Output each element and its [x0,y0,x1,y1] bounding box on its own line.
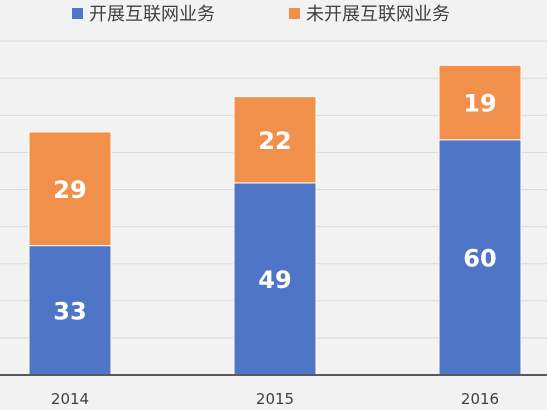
legend-swatch-series-2 [289,8,300,19]
bar-segment-2016-series-2 [438,64,522,141]
data-labels: 33 29 49 22 60 19 [53,90,496,326]
legend-label-series-1: 开展互联网业务 [89,4,215,25]
legend: 开展互联网业务 未开展互联网业务 [72,4,450,25]
data-label-2015-series-2: 22 [258,127,291,155]
data-label-2016-series-1: 60 [463,244,496,272]
legend-label-series-2: 未开展互联网业务 [306,4,450,25]
bar-segment-2015-series-2 [233,96,317,184]
data-label-2016-series-2: 19 [463,90,496,118]
legend-swatch-series-1 [72,8,83,19]
bar-segment-2014-series-1 [28,245,112,376]
bars [28,64,522,376]
data-label-2014-series-1: 33 [53,297,86,325]
bar-segment-2014-series-2 [28,131,112,247]
x-tick-label-2014: 2014 [51,390,89,408]
x-tick-label-2015: 2015 [256,390,294,408]
x-axis-ticks: 2014 2015 2016 [51,390,499,408]
x-tick-label-2016: 2016 [461,390,499,408]
data-label-2014-series-2: 29 [53,176,86,204]
data-label-2015-series-1: 49 [258,266,291,294]
